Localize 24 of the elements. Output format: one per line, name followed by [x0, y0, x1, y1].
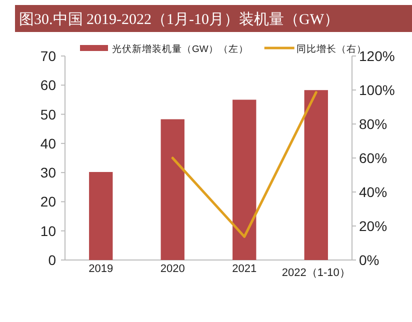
- y2-tick-label: 60%: [359, 150, 388, 166]
- y2-tick-label: 20%: [359, 218, 388, 234]
- y2-tick-label: 80%: [359, 116, 388, 132]
- x-tick-label: 2019: [88, 263, 114, 275]
- y-tick-label: 30: [40, 164, 56, 181]
- y2-tick-label: 0%: [359, 252, 380, 268]
- y-tick-label: 50: [40, 106, 56, 122]
- y-tick-label: 0: [48, 252, 56, 268]
- legend-label: 光伏新增装机量（GW）（左）: [112, 43, 248, 55]
- y-tick-label: 20: [40, 194, 56, 210]
- y-tick-label: 60: [40, 77, 56, 94]
- y2-tick-label: 40%: [359, 184, 388, 200]
- y2-tick-label: 100%: [359, 82, 395, 98]
- bar: [89, 172, 113, 260]
- y-tick-label: 40: [40, 135, 56, 152]
- x-tick-label: 2021: [232, 263, 257, 275]
- bar: [304, 90, 328, 260]
- bar: [160, 119, 184, 260]
- y-tick-label: 70: [40, 48, 56, 64]
- chart-title: 图30.中国 2019-2022（1月-10月）装机量（GW）: [19, 11, 339, 28]
- x-tick-label: 2022（1-10）: [282, 267, 350, 279]
- bar: [232, 100, 256, 260]
- y-tick-label: 10: [40, 222, 56, 239]
- x-tick-label: 2020: [160, 263, 185, 275]
